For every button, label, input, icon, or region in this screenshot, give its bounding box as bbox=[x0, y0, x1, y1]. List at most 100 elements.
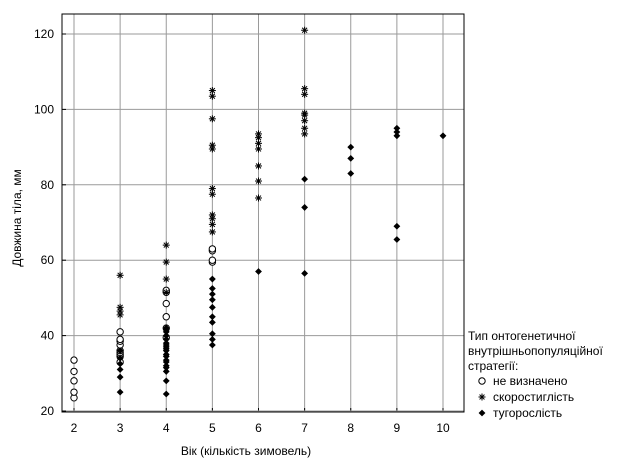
data-point bbox=[70, 367, 78, 376]
data-point bbox=[162, 356, 170, 364]
data-point bbox=[116, 388, 124, 396]
x-tick-label: 9 bbox=[394, 421, 401, 435]
data-point bbox=[208, 245, 217, 253]
data-point bbox=[70, 388, 78, 396]
data-point bbox=[208, 296, 216, 304]
legend-marker bbox=[478, 377, 486, 385]
data-point bbox=[162, 377, 170, 385]
data-point bbox=[393, 128, 401, 136]
data-point bbox=[162, 368, 170, 375]
x-tick-label: 2 bbox=[71, 421, 78, 435]
data-point bbox=[208, 185, 216, 193]
data-point bbox=[116, 303, 124, 311]
y-tick-label: 80 bbox=[41, 178, 55, 192]
data-point bbox=[70, 356, 78, 364]
data-point bbox=[116, 335, 124, 344]
series-3 bbox=[116, 124, 447, 398]
data-point bbox=[208, 115, 216, 123]
y-tick-label: 20 bbox=[41, 404, 55, 418]
data-point bbox=[162, 299, 170, 308]
data-point bbox=[116, 360, 124, 368]
data-point bbox=[255, 145, 262, 153]
y-axis-label: Довжина тіла, мм bbox=[10, 169, 24, 267]
data-point bbox=[208, 330, 216, 338]
x-tick-label: 6 bbox=[255, 421, 262, 435]
data-point bbox=[208, 211, 216, 219]
legend: Тип онтогенетичної внутрішньопопуляційно… bbox=[468, 329, 603, 420]
grid-lines bbox=[62, 14, 464, 412]
data-point bbox=[255, 177, 262, 185]
data-point bbox=[162, 390, 170, 398]
data-point bbox=[208, 256, 217, 264]
y-tick-label: 120 bbox=[34, 27, 54, 41]
x-tick-label: 8 bbox=[347, 421, 354, 435]
data-point bbox=[301, 85, 309, 93]
data-point bbox=[301, 130, 309, 138]
legend-label: тугорослість bbox=[493, 406, 562, 420]
data-point bbox=[162, 275, 170, 283]
data-point bbox=[208, 228, 216, 236]
data-point bbox=[162, 332, 170, 339]
data-point bbox=[162, 288, 170, 296]
legend-marker bbox=[478, 393, 486, 401]
legend-items: не визначено скоростиглість тугорослість bbox=[478, 374, 574, 420]
data-point bbox=[116, 271, 124, 279]
y-tick-label: 40 bbox=[41, 329, 55, 343]
data-point bbox=[70, 377, 78, 385]
y-tick-label: 100 bbox=[34, 102, 54, 116]
data-point bbox=[301, 90, 309, 98]
data-point bbox=[301, 124, 309, 132]
data-point bbox=[255, 139, 262, 147]
data-point bbox=[255, 194, 262, 202]
data-point bbox=[208, 303, 216, 311]
data-point bbox=[439, 132, 447, 140]
data-point bbox=[208, 290, 216, 298]
data-point bbox=[162, 335, 170, 343]
data-point bbox=[162, 351, 170, 358]
y-tick-labels: 20 40 60 80 100 120 bbox=[34, 27, 54, 418]
data-point bbox=[162, 241, 170, 249]
data-point bbox=[208, 87, 216, 95]
x-tick-labels: 2 3 4 5 6 7 8 9 10 bbox=[71, 421, 450, 435]
legend-label: не визначено bbox=[493, 374, 568, 388]
data-point bbox=[347, 170, 355, 177]
legend-marker bbox=[478, 409, 486, 417]
data-point bbox=[393, 236, 401, 243]
y-tick-label: 60 bbox=[41, 253, 55, 267]
legend-title-line-1: Тип онтогенетичної bbox=[468, 329, 576, 343]
data-point bbox=[301, 204, 309, 211]
series-2 bbox=[116, 26, 309, 319]
x-tick-label: 7 bbox=[301, 421, 308, 435]
data-points bbox=[70, 26, 447, 402]
data-point bbox=[162, 362, 170, 370]
data-point bbox=[162, 324, 170, 332]
x-tick-label: 5 bbox=[209, 421, 216, 435]
data-point bbox=[393, 132, 401, 140]
data-point bbox=[301, 269, 309, 277]
data-point bbox=[116, 366, 124, 373]
data-point bbox=[393, 124, 401, 132]
data-point bbox=[116, 328, 124, 336]
data-point bbox=[162, 313, 170, 321]
data-point bbox=[208, 341, 216, 349]
plot-frame bbox=[61, 13, 465, 413]
data-point bbox=[116, 347, 124, 355]
data-point bbox=[301, 109, 309, 117]
data-point bbox=[347, 143, 355, 151]
data-point bbox=[208, 335, 216, 343]
data-point bbox=[393, 222, 401, 230]
legend-title-line-2: внутрішньопопуляційної bbox=[468, 344, 603, 358]
x-axis-label: Вік (кількість зимовель) bbox=[181, 444, 311, 458]
data-point bbox=[208, 275, 216, 283]
data-point bbox=[208, 313, 216, 321]
series-1 bbox=[70, 245, 217, 402]
data-point bbox=[116, 373, 124, 381]
x-tick-label: 3 bbox=[117, 421, 124, 435]
data-point bbox=[208, 285, 216, 292]
data-point bbox=[162, 258, 170, 266]
data-point bbox=[255, 268, 262, 275]
data-point bbox=[255, 130, 262, 138]
data-point bbox=[162, 339, 170, 347]
data-point bbox=[208, 319, 216, 326]
